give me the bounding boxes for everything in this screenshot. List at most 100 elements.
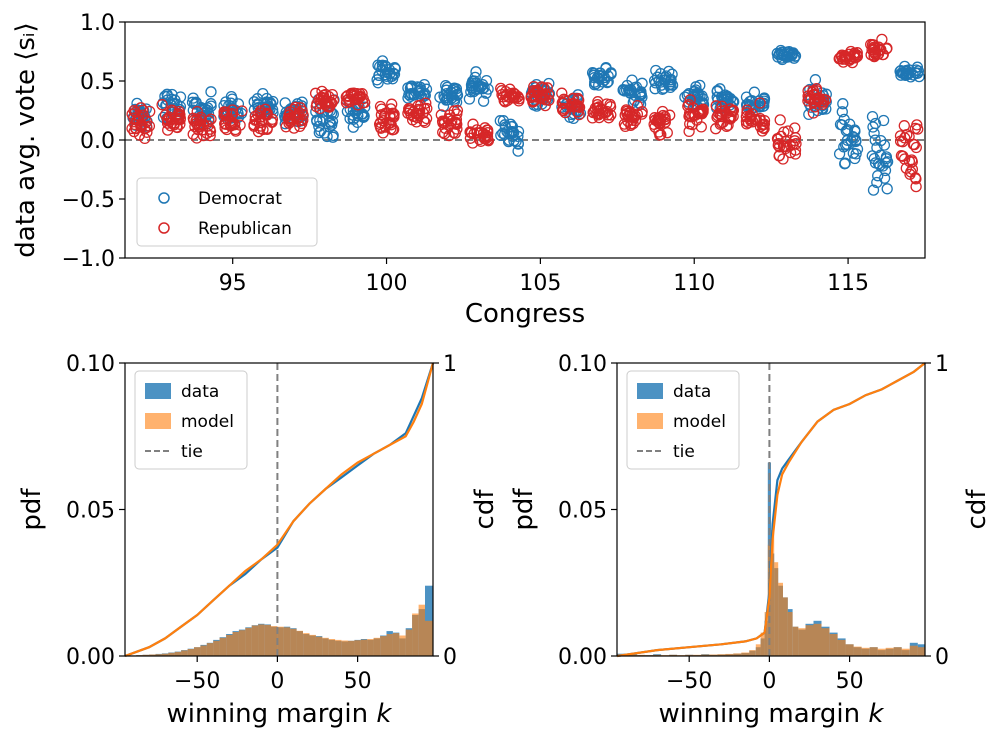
republican-point [509,88,521,101]
republican-point [294,120,306,133]
republican-point [255,120,267,132]
model-bar [877,648,886,656]
democrat-point [869,134,881,146]
model-bar [322,637,329,656]
model-bar [909,645,918,656]
democrat-point [867,184,880,196]
model-bar [749,650,756,656]
republican-point [348,87,360,100]
republican-point [443,129,455,142]
republican-point [750,114,763,126]
model-bar [805,625,814,656]
democrat-point [373,69,385,82]
republican-point [720,120,733,133]
y-axis-label: pdf [17,488,47,531]
republican-point [559,106,571,119]
republican-point [907,138,919,150]
histogram-panel-left: 0.00 0.05 0.10 0 1 −50 0 50 winning margin k pdf c… [17,352,500,729]
republican-point [532,87,544,99]
republican-point [697,106,709,118]
democrat-point [665,73,677,86]
y-tick-label: 0.0 [80,129,115,154]
republican-point [137,104,149,117]
model-bar [161,653,169,656]
legend-label-tie: tie [673,442,695,462]
x-axis-label-symbol: k [868,699,884,729]
democrat-point [598,71,611,84]
republican-point [727,104,740,117]
x-axis-label: winning margin k [167,699,393,729]
democrat-point [463,93,476,105]
democrat-point [379,60,391,72]
republican-point [773,149,786,162]
republican-point [289,101,302,113]
model-bar [226,634,233,656]
model-cdf-line [124,362,435,658]
model-bar [296,630,303,656]
y-tick-label: 0.05 [558,499,607,524]
model-bar [771,530,775,656]
republican-point [572,99,584,112]
x-tick-label: 0 [270,669,284,694]
y-right-tick-label: 1 [935,352,949,377]
republican-point [869,48,882,61]
legend-label-democrat: Democrat [198,189,282,209]
legend-label-data: data [673,382,711,402]
democrat-point [748,86,761,98]
republican-point [904,168,916,180]
legend-label-data: data [181,382,219,402]
model-bar [725,653,734,656]
model-bar [303,633,310,656]
y-right-axis-label: cdf [470,489,500,530]
legend-label-tie: tie [181,442,203,462]
democrat-point [190,97,202,110]
democrat-point [881,183,893,195]
republican-point [869,47,881,59]
democrat-point [404,82,417,94]
democrat-point [869,117,882,130]
model-bar [380,636,387,656]
legend-box [136,177,318,247]
democrat-point [874,159,886,172]
republican-point [219,122,231,134]
model-bar [277,626,284,656]
model-bar [354,640,361,656]
republican-point [683,98,695,111]
democrat-point [880,157,892,169]
model-bar [783,597,788,656]
republican-point [808,89,820,101]
model-bar [845,644,854,656]
democrat-point [495,129,507,142]
democrat-point [789,50,801,62]
model-bar [373,637,380,656]
democrat-point [506,120,519,133]
democrat-point [690,84,702,96]
republican-point [757,122,769,134]
model-bar [181,650,188,656]
republican-point [129,122,142,134]
republican-point [807,85,820,97]
y-right-tick-label: 0 [443,645,457,670]
y-tick-label: 1.0 [80,11,115,36]
republican-point [661,127,673,139]
model-bar [386,634,393,656]
republican-point [653,114,665,126]
republican-point [205,113,217,125]
democrat-point [174,91,187,103]
model-bar [348,640,355,656]
model-bar [200,645,207,656]
y-axis-label: data avg. vote ⟨sᵢ⟩ [11,22,41,257]
x-tick-label: 100 [366,271,408,296]
democrat-point [872,170,884,182]
democrat-point [470,66,482,78]
republican-point [710,123,722,135]
republican-point [573,108,585,121]
model-bar [309,634,316,656]
republican-point [451,118,463,131]
republican-point [225,109,238,121]
republican-point [655,128,667,141]
model-bar [232,632,239,656]
republican-point [851,50,864,63]
legend-swatch-data [637,383,663,399]
legend-swatch-data [145,383,171,399]
